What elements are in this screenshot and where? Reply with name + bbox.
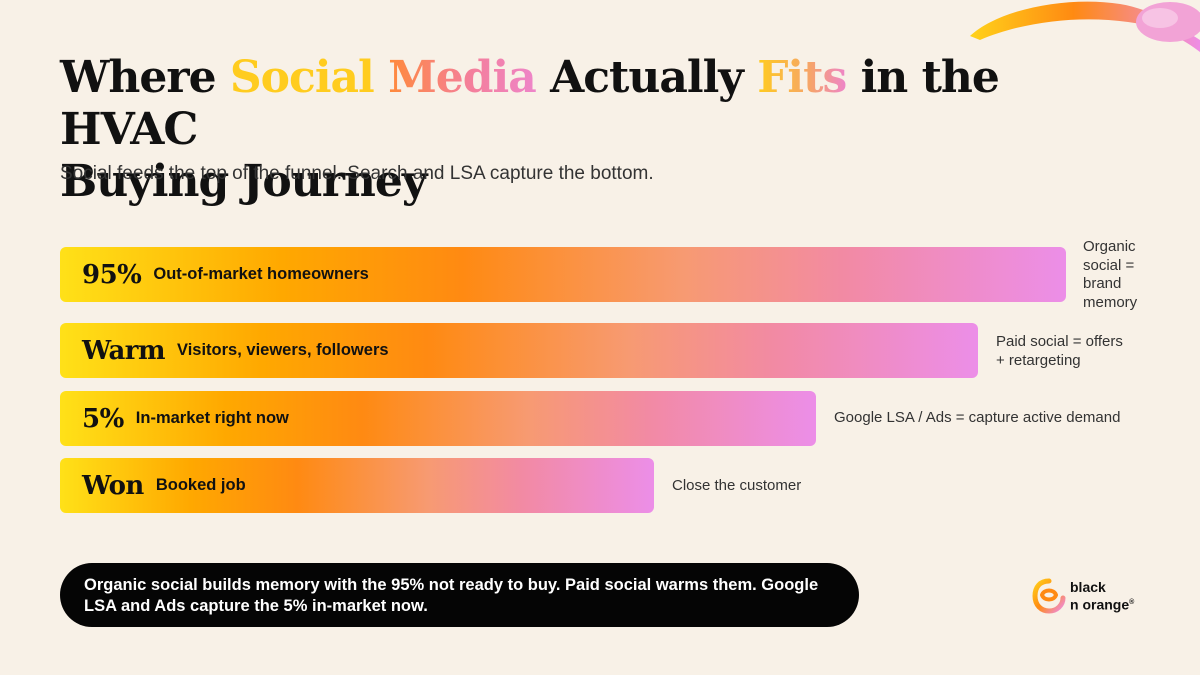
- funnel-note-google-lsa: Google LSA / Ads = capture active demand: [834, 409, 1121, 426]
- funnel-bar-figure: 5%: [82, 403, 124, 434]
- funnel-bar-out-of-market: 95% Out-of-market homeowners: [60, 247, 1066, 302]
- registered-mark: ®: [1129, 599, 1135, 606]
- funnel-bar-won: Won Booked job: [60, 458, 654, 513]
- funnel-bar-label: Booked job: [155, 476, 246, 494]
- funnel-bar-figure: Won: [82, 470, 144, 501]
- summary-callout-line: Organic social builds memory with the 95…: [84, 576, 819, 594]
- brand-name-line: n orange: [1070, 596, 1130, 613]
- funnel-bar-in-market: 5% In-market right now: [60, 391, 816, 446]
- funnel-note-organic-social: Organic social = brand memory: [1083, 238, 1138, 311]
- brand-name-line: black: [1070, 579, 1106, 595]
- page-subtitle: Social feeds the top of the funnel. Sear…: [60, 163, 654, 184]
- summary-callout: Organic social builds memory with the 95…: [60, 563, 859, 627]
- funnel-bar-figure: Warm: [82, 335, 166, 366]
- black-n-orange-logo-icon: [1032, 578, 1066, 614]
- funnel-bar-figure: 95%: [82, 259, 142, 290]
- decorative-swirl-icon: [970, 1, 1200, 52]
- funnel-note-close: Close the customer: [672, 477, 802, 494]
- funnel-bar-label: Visitors, viewers, followers: [177, 341, 389, 359]
- summary-callout-line: LSA and Ads capture the 5% in-market now…: [84, 597, 428, 615]
- page-title: Where Social Media Actually Fits in the …: [60, 52, 1000, 207]
- funnel-bar-label: In-market right now: [135, 409, 289, 427]
- funnel-note-paid-social: Paid social = offers + retargeting: [996, 333, 1123, 369]
- brand-logo: black n orange®: [1032, 576, 1152, 616]
- funnel-bar-warm: Warm Visitors, viewers, followers: [60, 323, 978, 378]
- funnel-bar-label: Out-of-market homeowners: [153, 265, 369, 283]
